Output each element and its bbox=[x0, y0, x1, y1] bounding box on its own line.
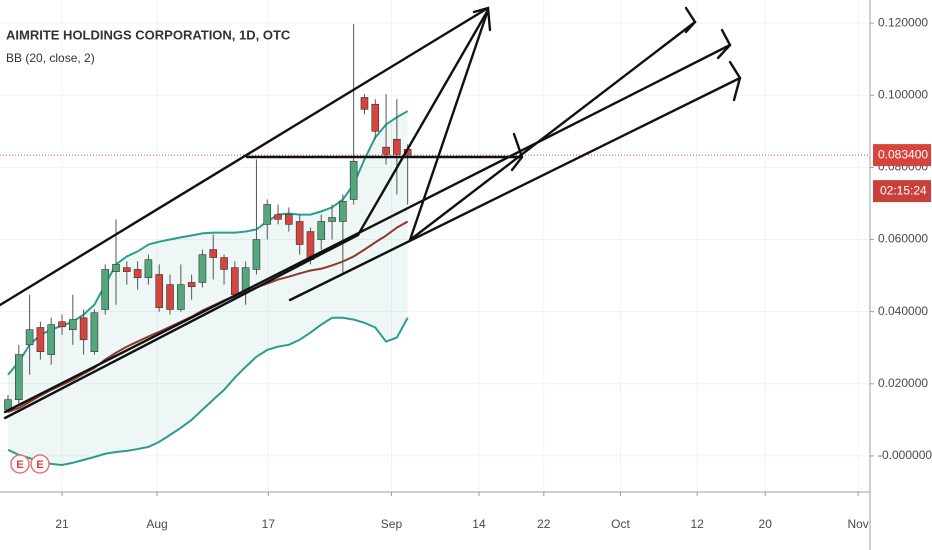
price-label-box bbox=[873, 144, 931, 167]
candle-body bbox=[36, 327, 45, 352]
candle-body bbox=[155, 274, 164, 308]
candle-body bbox=[382, 146, 390, 155]
candle-body bbox=[47, 324, 56, 355]
countdown-box bbox=[873, 180, 931, 203]
candle-body bbox=[209, 249, 218, 258]
trendline bbox=[356, 8, 490, 237]
arrowhead bbox=[684, 6, 697, 34]
x-tick-label: Sep bbox=[381, 517, 403, 531]
trendline bbox=[288, 76, 742, 302]
candle-body bbox=[360, 97, 369, 110]
candle-body bbox=[25, 329, 34, 346]
candle-body bbox=[198, 254, 207, 283]
candle-body bbox=[144, 259, 153, 279]
candle-body bbox=[133, 269, 142, 279]
candle-body bbox=[187, 282, 196, 288]
x-tick-label: 20 bbox=[759, 517, 773, 531]
y-tick-label: 0.120000 bbox=[878, 15, 928, 29]
candle-body bbox=[58, 321, 66, 328]
x-tick-label: Nov bbox=[847, 517, 868, 531]
x-tick-label: 21 bbox=[55, 517, 69, 531]
y-tick-label: 0.100000 bbox=[878, 87, 928, 101]
y-tick-label: 0.060000 bbox=[878, 232, 928, 246]
axes: 0.1200000.1000000.0800000.0600000.040000… bbox=[10, 15, 932, 531]
earnings-label: E bbox=[36, 459, 43, 471]
candle-body bbox=[101, 269, 110, 310]
trendline bbox=[408, 20, 697, 242]
candle-body bbox=[14, 354, 23, 400]
chart-title: AIMRITE HOLDINGS CORPORATION, 1D, OTC bbox=[6, 27, 291, 42]
x-tick-label: 17 bbox=[262, 517, 276, 531]
candle-body bbox=[252, 239, 261, 270]
arrowhead bbox=[510, 132, 524, 172]
candle-body bbox=[328, 217, 336, 222]
candle-body bbox=[393, 138, 401, 155]
candle-body bbox=[371, 103, 380, 132]
earnings-label: E bbox=[16, 459, 23, 471]
y-tick-label: 0.040000 bbox=[878, 304, 928, 318]
candle-body bbox=[220, 257, 228, 270]
candle-body bbox=[295, 221, 304, 245]
candle-body bbox=[69, 319, 77, 330]
arrowhead bbox=[472, 6, 492, 32]
candle-body bbox=[177, 284, 185, 310]
candle-body bbox=[79, 317, 88, 341]
lower-band bbox=[7, 316, 409, 466]
x-tick-label: 12 bbox=[690, 517, 704, 531]
trendline bbox=[3, 233, 360, 420]
countdown-label: 02:15:24 bbox=[880, 183, 927, 197]
candle-body bbox=[112, 264, 120, 272]
candle-body bbox=[274, 214, 282, 220]
candle-body bbox=[90, 312, 99, 352]
y-tick-label: 0.020000 bbox=[878, 376, 928, 390]
x-tick-label: 22 bbox=[537, 517, 551, 531]
y-tick-label: -0.000000 bbox=[878, 448, 932, 462]
candle-body bbox=[349, 160, 358, 200]
trendline bbox=[3, 43, 732, 414]
candle-body bbox=[231, 267, 239, 295]
x-tick-label: Oct bbox=[611, 517, 630, 531]
price-label: 0.083400 bbox=[878, 147, 928, 161]
candle-body bbox=[339, 200, 347, 222]
x-tick-label: 14 bbox=[472, 517, 486, 531]
earnings-marker bbox=[10, 454, 30, 474]
band-fill bbox=[7, 111, 408, 465]
earnings-marker bbox=[30, 454, 50, 474]
x-tick-label: Aug bbox=[146, 517, 167, 531]
candle-body bbox=[317, 221, 326, 240]
candle-body bbox=[263, 204, 272, 225]
arrowhead bbox=[716, 28, 732, 60]
indicator-label: BB (20, close, 2) bbox=[6, 51, 95, 65]
candle-body bbox=[166, 284, 174, 310]
candle-body bbox=[123, 267, 131, 272]
candle-body bbox=[285, 214, 293, 225]
arrowhead bbox=[728, 60, 742, 102]
drawings bbox=[0, 6, 742, 420]
trendline bbox=[0, 6, 490, 307]
